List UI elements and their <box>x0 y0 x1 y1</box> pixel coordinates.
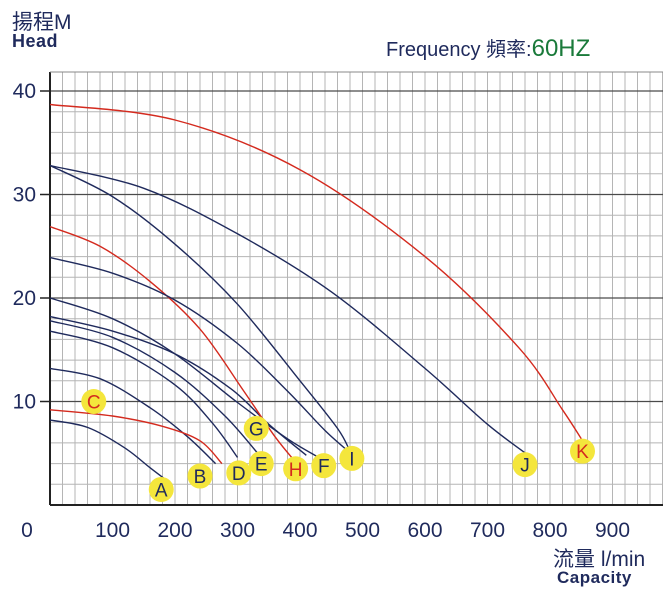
x-tick-label: 0 <box>21 519 33 542</box>
curve-label-badge-e <box>248 451 274 477</box>
curve-label-badge-c <box>81 389 107 414</box>
curve-labels: A B C D E F G H I J K <box>81 389 595 502</box>
x-tick-label: 700 <box>470 519 505 542</box>
curve-e <box>49 320 260 456</box>
curve-label-badge-d <box>226 460 252 486</box>
curve-label-g: G <box>249 419 264 440</box>
curve-label-i: I <box>349 449 354 470</box>
x-tick-label: 500 <box>345 519 380 542</box>
curve-label-badge-a <box>148 476 174 502</box>
curve-label-c: C <box>87 393 101 414</box>
major-grid <box>50 90 663 403</box>
curve-label-badge-k <box>570 438 595 464</box>
curve-label-badge-g <box>243 415 269 441</box>
plot-area <box>50 72 663 505</box>
minor-grid <box>50 72 663 505</box>
frequency-value: 60HZ <box>531 35 591 62</box>
pump-curves <box>49 103 582 485</box>
curve-g <box>49 315 307 456</box>
x-tick-label: 800 <box>532 519 567 542</box>
curve-b <box>49 367 217 465</box>
curve-label-j: J <box>520 456 530 477</box>
curve-label-badge-h <box>283 456 309 482</box>
curve-label-badge-f <box>311 453 337 479</box>
y-tick-label: 30 <box>13 184 36 207</box>
x-axis-title-english: Capacity <box>557 568 632 587</box>
curve-f <box>49 297 320 459</box>
x-axis-title-chinese: 流量 l/min <box>553 548 646 571</box>
curve-label-a: A <box>155 480 168 501</box>
curve-d <box>49 330 239 458</box>
x-tick-label: 300 <box>220 519 255 542</box>
curve-j2 <box>49 164 351 452</box>
curve-label-badge-i <box>339 445 365 471</box>
x-tick-label: 900 <box>595 519 630 542</box>
frequency-label-text: Frequency 頻率: <box>386 39 532 61</box>
curve-label-e: E <box>255 455 268 476</box>
curve-a <box>49 419 173 485</box>
curve-label-d: D <box>232 464 246 485</box>
y-axis-title-chinese: 揚程M <box>12 11 72 34</box>
x-tick-label: 600 <box>407 519 442 542</box>
curve-label-badge-b <box>187 463 213 489</box>
y-tick-label: 20 <box>13 287 36 310</box>
y-axis-title-english: Head <box>12 31 59 51</box>
curve-label-b: B <box>194 467 207 488</box>
curve-label-badge-j <box>512 452 538 478</box>
curve-h <box>49 225 298 465</box>
curve-k <box>49 103 582 440</box>
x-tick-label: 200 <box>157 519 192 542</box>
frequency-label: Frequency 頻率:60HZ <box>386 33 590 63</box>
curve-i <box>49 256 354 456</box>
x-tick-label: 100 <box>95 519 130 542</box>
curve-label-h: H <box>289 460 303 481</box>
curve-label-f: F <box>318 457 330 478</box>
y-tick-label: 10 <box>13 391 36 414</box>
curve-label-k: K <box>576 442 589 463</box>
x-tick-label: 400 <box>282 519 317 542</box>
curve-j <box>49 164 532 458</box>
y-tick-label: 40 <box>13 80 36 103</box>
axes <box>40 71 663 506</box>
